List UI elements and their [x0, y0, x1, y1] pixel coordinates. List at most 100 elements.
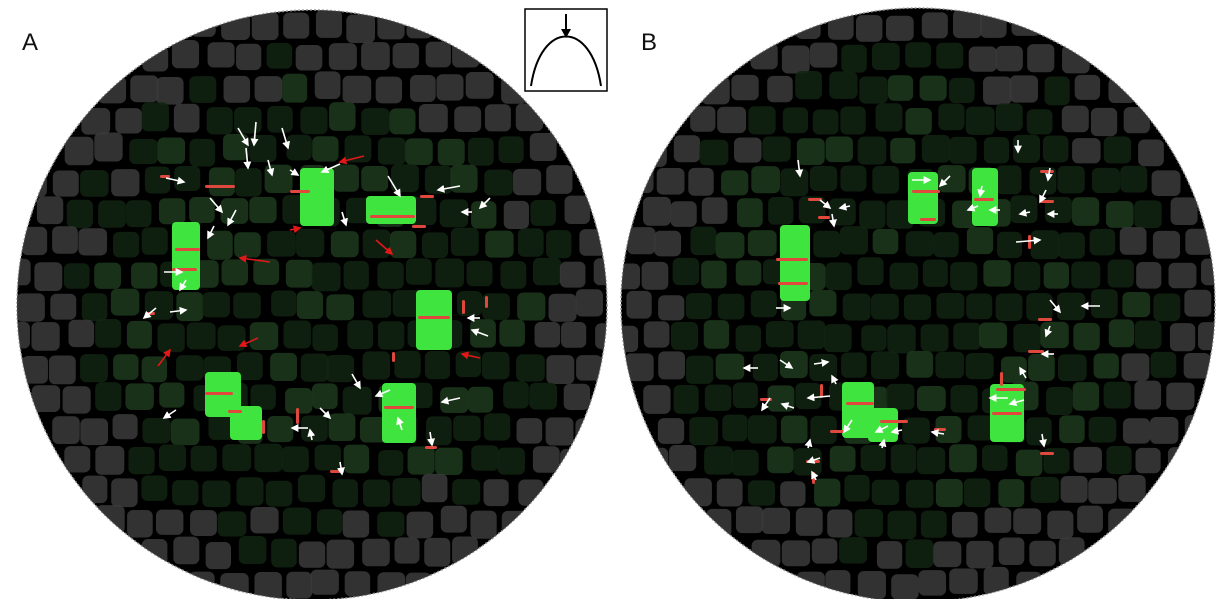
cell: [31, 385, 61, 413]
cell: [859, 200, 886, 229]
direction-arrow: [238, 254, 271, 263]
cell: [1043, 448, 1070, 474]
direction-arrow: [819, 199, 832, 209]
cell: [453, 415, 481, 442]
cell: [935, 351, 965, 379]
cell: [440, 505, 467, 533]
cell: [1029, 540, 1056, 567]
cell: [221, 13, 250, 41]
cell: [267, 231, 296, 257]
cell: [829, 445, 856, 472]
cell: [238, 535, 267, 565]
direction-arrow: [804, 438, 813, 449]
cell: [425, 41, 451, 68]
cell: [68, 319, 95, 348]
cell: [484, 169, 513, 196]
cell: [82, 475, 108, 504]
direction-arrow: [266, 159, 275, 177]
cell: [129, 138, 158, 165]
direction-arrow: [470, 328, 489, 337]
cell: [641, 261, 669, 290]
cell: [938, 103, 965, 131]
cell: [501, 510, 530, 538]
cell: [643, 196, 671, 226]
cell: [1077, 505, 1103, 533]
direction-arrow: [806, 456, 821, 464]
cell: [1030, 230, 1060, 260]
cell: [155, 509, 184, 535]
cell: [795, 12, 821, 39]
cell: [52, 170, 79, 197]
cell: [142, 418, 171, 444]
cell: [189, 196, 215, 224]
direction-arrow: [1015, 236, 1042, 245]
cell: [283, 12, 310, 39]
direction-arrow: [1045, 167, 1053, 182]
cell: [825, 262, 852, 291]
direction-arrow: [966, 203, 979, 212]
cell: [394, 350, 421, 379]
direction-arrow: [930, 429, 945, 437]
cell: [689, 417, 719, 446]
cell: [995, 293, 1023, 321]
cell: [450, 164, 478, 193]
cell: [466, 260, 493, 287]
cell: [342, 75, 372, 104]
cell: [563, 383, 591, 410]
cell: [394, 537, 420, 564]
direction-arrow: [1039, 189, 1047, 204]
cell: [1201, 258, 1215, 286]
direction-arrow: [319, 407, 332, 420]
cell: [220, 198, 249, 224]
cell: [362, 290, 392, 318]
cell: [701, 76, 730, 105]
cell: [965, 106, 995, 135]
cell: [343, 444, 370, 474]
junction-mark: [175, 248, 200, 251]
cell: [685, 293, 712, 320]
cell: [157, 137, 186, 164]
junction-mark: [296, 408, 299, 424]
junction-mark: [392, 352, 395, 362]
direction-arrow: [811, 470, 819, 481]
direction-arrow: [427, 431, 435, 447]
cell: [221, 259, 249, 286]
junction-mark: [160, 175, 170, 178]
cell: [732, 382, 758, 409]
junction-mark: [1028, 235, 1031, 249]
direction-arrow: [806, 393, 831, 402]
cell: [424, 350, 450, 380]
cell: [781, 45, 810, 74]
cell: [377, 321, 405, 350]
direction-arrow: [1019, 366, 1027, 379]
cell: [656, 168, 685, 195]
cell: [235, 168, 262, 197]
cell: [222, 444, 252, 472]
cell: [17, 293, 45, 322]
cell: [126, 200, 152, 228]
cell: [418, 103, 448, 133]
cell: [312, 324, 338, 351]
cell: [314, 444, 341, 471]
bright-cell: [868, 408, 898, 442]
cell: [282, 73, 308, 103]
cell: [144, 291, 174, 320]
cell: [1001, 356, 1027, 383]
cell: [809, 42, 838, 68]
direction-arrow: [761, 397, 771, 412]
cell: [1197, 322, 1215, 351]
cell: [300, 106, 328, 135]
direction-arrow: [162, 409, 177, 419]
cell: [1061, 105, 1089, 133]
cell: [854, 509, 884, 537]
cell: [52, 416, 80, 444]
cell: [890, 444, 917, 474]
cell: [342, 386, 372, 415]
cell: [406, 11, 433, 39]
cell: [998, 479, 1025, 508]
cell: [1013, 508, 1042, 535]
cell: [467, 386, 494, 413]
cell: [64, 136, 94, 166]
direction-arrow: [237, 127, 249, 147]
cell: [937, 165, 966, 193]
